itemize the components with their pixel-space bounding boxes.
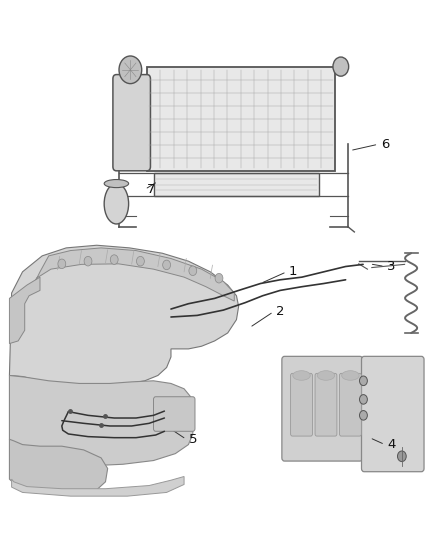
FancyBboxPatch shape (339, 373, 361, 436)
Circle shape (58, 259, 66, 269)
FancyBboxPatch shape (361, 357, 424, 472)
Text: 3: 3 (387, 260, 396, 273)
Circle shape (110, 255, 118, 264)
Circle shape (215, 273, 223, 283)
Polygon shape (33, 248, 234, 301)
Text: 7: 7 (147, 183, 155, 196)
Text: 6: 6 (381, 138, 389, 151)
Polygon shape (12, 477, 184, 496)
Circle shape (360, 394, 367, 404)
Ellipse shape (342, 370, 359, 380)
Circle shape (119, 56, 142, 84)
Circle shape (360, 376, 367, 385)
Polygon shape (10, 277, 40, 344)
FancyBboxPatch shape (315, 373, 337, 436)
Text: 1: 1 (289, 265, 297, 278)
Ellipse shape (104, 183, 129, 224)
FancyBboxPatch shape (147, 67, 335, 171)
Circle shape (162, 260, 170, 270)
Circle shape (189, 266, 197, 276)
Polygon shape (10, 375, 193, 466)
Text: 2: 2 (276, 305, 284, 318)
Circle shape (333, 57, 349, 76)
Ellipse shape (293, 370, 310, 380)
FancyBboxPatch shape (290, 373, 312, 436)
FancyBboxPatch shape (153, 397, 195, 431)
FancyBboxPatch shape (282, 357, 363, 461)
Text: 4: 4 (387, 438, 396, 451)
FancyBboxPatch shape (113, 75, 150, 171)
Polygon shape (10, 439, 108, 492)
Polygon shape (10, 245, 239, 386)
Circle shape (398, 451, 406, 462)
Ellipse shape (104, 180, 129, 188)
Bar (153, 173, 319, 196)
Ellipse shape (317, 370, 335, 380)
Text: 5: 5 (188, 433, 197, 446)
Circle shape (137, 256, 145, 266)
Circle shape (360, 410, 367, 420)
Circle shape (84, 256, 92, 266)
